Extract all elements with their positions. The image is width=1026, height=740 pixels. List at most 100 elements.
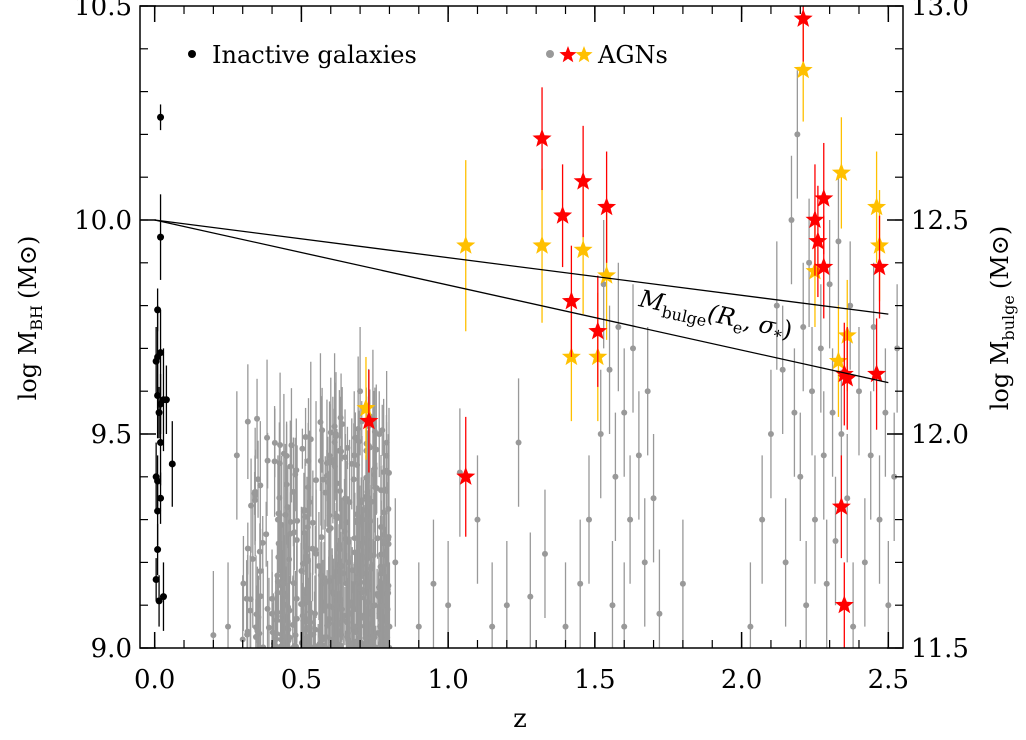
data-point-star	[456, 466, 476, 485]
data-point	[307, 619, 314, 626]
data-point	[445, 602, 452, 609]
data-point	[788, 217, 795, 223]
agn-gray-cloud-point	[249, 555, 256, 562]
data-point	[767, 431, 774, 437]
agn-gray-cloud-point	[253, 611, 260, 618]
data-point-star	[553, 205, 573, 224]
series-0	[152, 104, 176, 631]
agn-gray-cloud-point	[278, 521, 285, 528]
data-point	[782, 559, 789, 566]
data-point	[362, 516, 369, 523]
agn-gray-cloud-point	[255, 476, 262, 483]
data-point	[817, 345, 824, 352]
data-point	[627, 516, 634, 523]
data-point	[357, 388, 364, 395]
data-point	[159, 593, 167, 601]
y-right-tick-label: 12.0	[911, 420, 969, 450]
y-axis-right-label-main: log M	[986, 341, 1014, 411]
agn-gray-cloud-point	[279, 579, 286, 586]
agn-gray-cloud-point	[244, 628, 251, 635]
agn-gray-cloud-point	[307, 436, 314, 443]
agn-gray-cloud-point	[312, 643, 319, 648]
agn-gray-cloud-point	[332, 431, 339, 438]
data-point	[621, 623, 628, 630]
agn-gray-cloud-point	[305, 457, 312, 464]
data-point	[806, 259, 813, 266]
data-point-star	[831, 162, 851, 181]
agn-gray-cloud-point	[257, 593, 264, 600]
data-point-star	[456, 235, 476, 254]
data-point	[606, 366, 613, 373]
data-point	[650, 495, 657, 502]
data-point	[225, 623, 232, 630]
agn-gray-cloud-point	[375, 593, 382, 600]
x-tick-label: 0.5	[281, 665, 322, 695]
agn-gray-cloud-point	[337, 488, 344, 495]
plot-data-layer	[152, 6, 901, 648]
y-axis-right-label: log Mbulge (M⊙)	[986, 226, 1018, 411]
data-point	[157, 494, 165, 502]
agn-gray-cloud-point	[265, 624, 272, 631]
agn-gray-cloud-point	[293, 615, 300, 622]
data-point	[630, 345, 637, 352]
data-point	[257, 482, 264, 489]
agn-gray-cloud-point	[256, 548, 263, 555]
agn-gray-cloud-point	[259, 539, 266, 546]
agn-gray-cloud-point	[321, 574, 328, 581]
data-point	[239, 636, 246, 643]
agn-gray-cloud-point	[380, 602, 387, 609]
x-axis-label: z	[513, 704, 527, 734]
data-point-star	[532, 235, 552, 254]
legend-agn-gray-marker	[546, 50, 554, 58]
data-point	[313, 550, 320, 557]
data-point	[779, 366, 786, 373]
legend-inactive-marker	[188, 50, 196, 58]
data-point	[351, 452, 358, 459]
data-point	[210, 632, 217, 639]
data-point	[847, 302, 854, 309]
plot-frame	[139, 5, 904, 649]
agn-gray-cloud-point	[379, 427, 386, 434]
agn-gray-cloud-point	[309, 545, 316, 552]
relation-line-0	[154, 219, 889, 315]
data-point-star	[793, 60, 813, 79]
data-point	[269, 610, 276, 617]
agn-gray-cloud-point	[260, 644, 267, 648]
data-point	[882, 409, 889, 416]
data-point-star	[867, 197, 887, 216]
agn-gray-cloud-point	[353, 575, 360, 582]
agn-gray-cloud-point	[318, 534, 325, 541]
data-point-star	[814, 257, 834, 276]
data-point-star	[532, 128, 552, 147]
data-point	[503, 602, 510, 609]
agn-gray-cloud-point	[319, 427, 326, 434]
agn-gray-cloud-point	[331, 439, 338, 446]
data-point	[621, 409, 628, 416]
data-point-star	[573, 171, 593, 190]
y-axis-left-label-unit: (M⊙)	[14, 236, 42, 299]
data-point	[809, 388, 816, 395]
agn-gray-cloud-point	[287, 463, 294, 470]
data-point	[615, 324, 622, 330]
agn-gray-cloud-point	[348, 460, 355, 467]
y-right-tick-label: 12.5	[911, 206, 969, 236]
data-point	[380, 538, 387, 544]
annotation-args-mid: , σ	[741, 307, 778, 341]
agn-gray-cloud-point	[244, 545, 251, 552]
data-point	[835, 238, 842, 245]
data-point	[811, 516, 818, 523]
y-axis-left-label: log MBH (M⊙)	[14, 236, 46, 401]
data-point	[656, 610, 663, 617]
agn-gray-cloud-point	[338, 448, 345, 455]
data-point	[679, 580, 686, 587]
data-point	[474, 516, 481, 523]
y-tick-label: 10.0	[74, 206, 132, 236]
agn-gray-cloud-point	[277, 441, 284, 448]
data-point	[612, 473, 619, 480]
data-point	[327, 636, 334, 643]
agn-gray-cloud-point	[254, 415, 261, 422]
data-point	[820, 452, 827, 459]
data-point	[254, 627, 261, 634]
y-right-tick-label: 11.5	[911, 634, 969, 664]
